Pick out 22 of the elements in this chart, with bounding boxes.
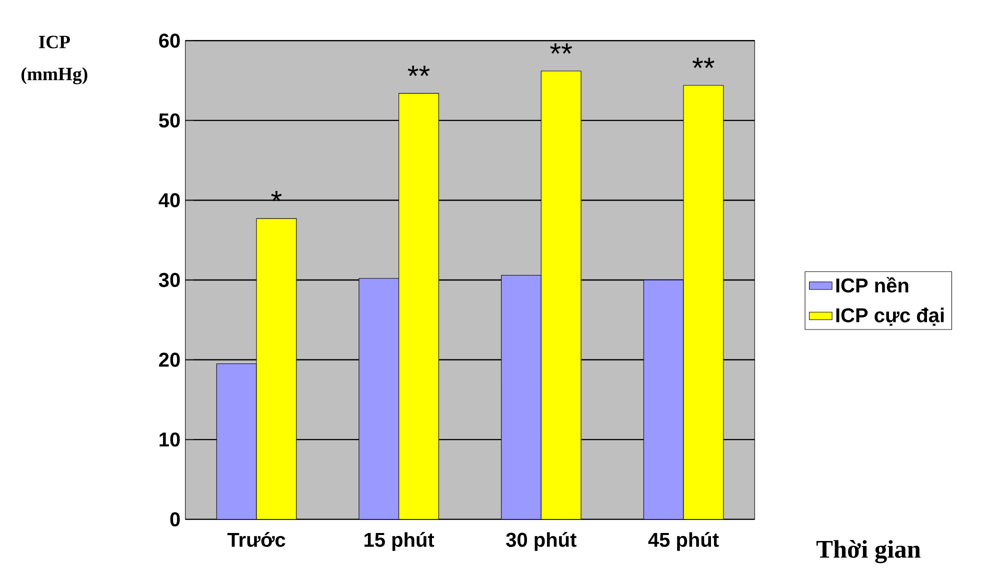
annotation: ** [408,66,430,76]
bar [398,92,439,520]
x-tick-label: Trước [227,532,286,547]
legend-label: ICP cực đại [836,308,944,326]
x-tick-label: 45 phút [648,532,719,551]
bar [683,84,724,520]
legend-label: ICP nền [836,276,908,292]
y-tick-label: 0 [170,512,180,526]
y-tick-label: 40 [158,192,180,208]
y-tick-label: 30 [158,272,180,287]
x-axis-title: Thời gian [816,540,921,564]
y-tick-label: 20 [159,352,180,367]
y-axis-title: ICP (mmHg) [22,36,88,84]
x-tick-label: 30 phút [506,532,576,551]
annotation: ** [692,58,714,68]
x-tick-label: 15 phút [364,532,434,551]
y-tick-label: 50 [158,113,180,128]
annotation: ** [550,43,572,54]
bar [256,218,297,520]
bar [540,70,582,520]
y-tick-label: 10 [160,432,180,446]
y-tick-label: 60 [159,33,180,48]
